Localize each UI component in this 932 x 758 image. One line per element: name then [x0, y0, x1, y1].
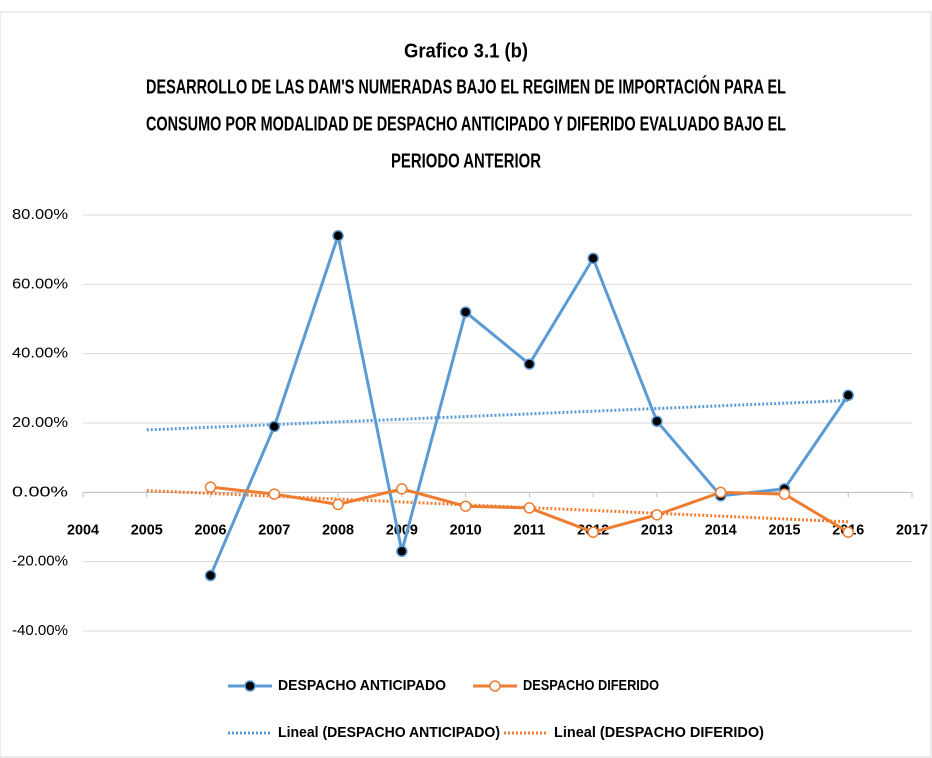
x-tick-label: 2013	[641, 521, 673, 538]
legend-marker	[244, 680, 256, 692]
x-tick-label: 2007	[258, 521, 290, 538]
point	[459, 500, 472, 512]
chart-border	[0, 11, 932, 758]
x-tick-label: 2014	[705, 521, 738, 538]
trend-line	[146, 489, 849, 524]
y-tick-label: 20.00%	[12, 414, 68, 431]
chart-subtitle: CONSUMO POR MODALIDAD DE DESPACHO ANTICI…	[146, 113, 786, 135]
point	[396, 483, 408, 495]
x-tick-label: 2006	[195, 521, 227, 538]
point	[268, 488, 281, 500]
legend-label: Lineal (DESPACHO ANTICIPADO)	[278, 724, 500, 741]
point	[268, 420, 281, 433]
x-tick-label: 2017	[896, 521, 928, 538]
point	[459, 306, 472, 318]
y-tick-label: 80.00%	[12, 206, 68, 223]
point	[523, 358, 536, 370]
x-tick-label: 2004	[67, 521, 100, 538]
point	[778, 488, 791, 500]
chart-subtitle: PERIODO ANTERIOR	[391, 150, 541, 172]
point	[651, 509, 663, 521]
point	[523, 502, 536, 514]
legend-label: DESPACHO ANTICIPADO	[278, 677, 446, 694]
y-tick-label: 40.00%	[12, 345, 68, 362]
trend-line	[146, 398, 849, 432]
point	[651, 415, 663, 428]
point	[332, 498, 344, 511]
y-tick-label: -40.00%	[12, 622, 68, 639]
legend-label: Lineal (DESPACHO DIFERIDO)	[554, 724, 764, 741]
x-tick-label: 2015	[768, 521, 800, 538]
y-tick-label: -20.00%	[12, 553, 68, 570]
y-tick-label: 0.00%	[12, 483, 68, 500]
chart-subtitle: DESARROLLO DE LAS DAM'S NUMERADAS BAJO E…	[146, 74, 786, 98]
point	[842, 389, 854, 402]
point	[396, 545, 408, 558]
point	[842, 526, 854, 538]
x-tick-label: 2008	[322, 521, 354, 538]
y-tick-label: 60.00%	[12, 275, 68, 292]
point	[714, 486, 727, 499]
point	[204, 481, 217, 493]
x-tick-label: 2011	[513, 521, 545, 538]
legend-marker	[489, 680, 501, 692]
x-tick-label: 2009	[386, 521, 418, 538]
point	[204, 569, 217, 582]
point	[332, 230, 344, 242]
x-tick-label: 2005	[131, 521, 163, 538]
x-tick-label: 2010	[450, 521, 482, 538]
chart-title: Grafico 3.1 (b)	[404, 40, 528, 62]
legend-label: DESPACHO DIFERIDO	[523, 677, 659, 694]
point	[587, 252, 599, 265]
point	[587, 526, 599, 538]
